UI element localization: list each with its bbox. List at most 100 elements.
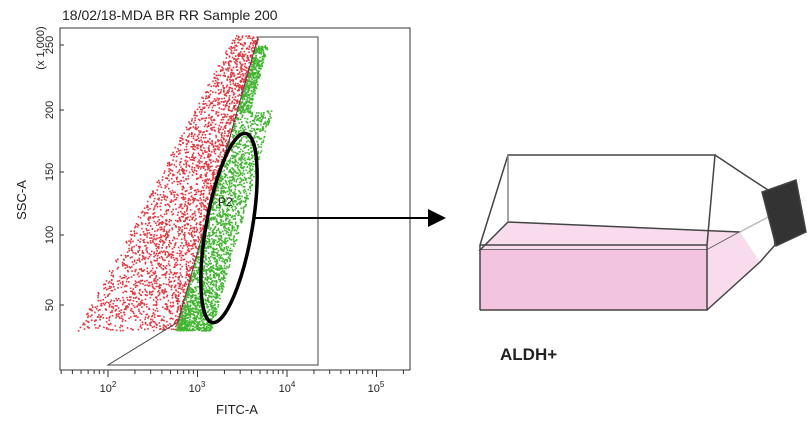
dot: [231, 76, 233, 78]
dot: [131, 266, 133, 268]
dot: [225, 141, 227, 143]
dot: [250, 189, 252, 191]
dot: [230, 74, 232, 76]
dot: [108, 302, 110, 304]
dot: [97, 292, 99, 294]
dot: [146, 207, 148, 209]
dot: [153, 253, 155, 255]
dot: [180, 204, 182, 206]
dot: [140, 325, 142, 327]
dot: [152, 313, 154, 315]
dot: [228, 106, 230, 108]
dot: [203, 225, 205, 227]
dot: [161, 199, 163, 201]
dot: [150, 271, 152, 273]
dot: [191, 324, 193, 326]
dot: [178, 150, 180, 152]
dot: [147, 273, 149, 275]
dot: [221, 249, 223, 251]
dot: [199, 327, 201, 329]
dot: [192, 237, 194, 239]
dot: [210, 227, 212, 229]
dot: [258, 146, 260, 148]
dot: [212, 173, 214, 175]
dot: [238, 147, 240, 149]
dot: [177, 177, 179, 179]
dot: [239, 71, 241, 73]
dot: [229, 81, 231, 83]
dot: [159, 240, 161, 242]
dot: [222, 85, 224, 87]
dot: [171, 164, 173, 166]
dot: [186, 266, 188, 268]
dot: [149, 308, 151, 310]
dot: [91, 304, 93, 306]
dot: [226, 228, 228, 230]
dot: [120, 312, 122, 314]
dot: [183, 220, 185, 222]
dot: [162, 179, 164, 181]
dot: [225, 214, 227, 216]
dot: [234, 84, 236, 86]
dot: [214, 178, 216, 180]
dot: [118, 313, 120, 315]
dot: [217, 104, 219, 106]
dot: [243, 212, 245, 214]
dot: [240, 163, 242, 165]
dot: [198, 153, 200, 155]
dot: [229, 219, 231, 221]
dot: [252, 98, 254, 100]
dot: [199, 222, 201, 224]
dot: [164, 226, 166, 228]
dot: [130, 230, 132, 232]
dot: [177, 195, 179, 197]
dot: [172, 209, 174, 211]
dot: [245, 35, 247, 37]
dot: [184, 211, 186, 213]
dot: [221, 101, 223, 103]
dot: [186, 144, 188, 146]
dot: [151, 274, 153, 276]
dot: [177, 214, 179, 216]
dot: [211, 151, 213, 153]
dot: [229, 183, 231, 185]
dot: [243, 201, 245, 203]
dot: [212, 107, 214, 109]
dot: [163, 265, 165, 267]
dot: [154, 243, 156, 245]
dot: [233, 105, 235, 107]
dot: [226, 261, 228, 263]
dot: [234, 145, 236, 147]
dot: [171, 285, 173, 287]
dot: [132, 329, 134, 331]
dot: [204, 150, 206, 152]
dot: [219, 281, 221, 283]
dot: [260, 49, 262, 51]
dot: [192, 262, 194, 264]
dot: [247, 81, 249, 83]
dot: [232, 158, 234, 160]
dot: [226, 168, 228, 170]
dot: [185, 201, 187, 203]
dot: [117, 267, 119, 269]
dot: [115, 260, 117, 262]
dot: [242, 150, 244, 152]
dot: [242, 161, 244, 163]
dot: [208, 147, 210, 149]
dot: [245, 204, 247, 206]
dot: [157, 299, 159, 301]
dot: [160, 202, 162, 204]
dot: [234, 164, 236, 166]
dot: [130, 234, 132, 236]
dot: [201, 111, 203, 113]
dot: [183, 187, 185, 189]
dot: [192, 154, 194, 156]
dot: [232, 97, 234, 99]
dot: [231, 111, 233, 113]
dot: [111, 290, 113, 292]
dot: [215, 141, 217, 143]
dot: [237, 162, 239, 164]
dot: [211, 143, 213, 145]
dot: [194, 303, 196, 305]
dot: [218, 238, 220, 240]
